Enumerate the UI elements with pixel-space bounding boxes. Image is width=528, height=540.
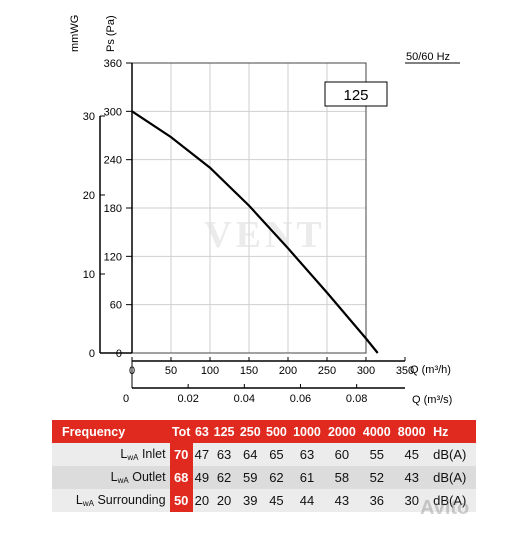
x2-tick-label: 0.02: [177, 393, 198, 405]
band-value: 55: [369, 447, 385, 462]
band-header: 500: [266, 424, 287, 439]
band-header: 63: [194, 424, 209, 439]
y-tick-label: 360: [104, 58, 122, 70]
y-axis-label-primary: Ps (Pa): [105, 15, 117, 52]
band-value: 45: [269, 493, 284, 508]
band-value: 64: [243, 447, 258, 462]
x-tick-label: 150: [240, 365, 258, 377]
table-row: LwA Surrounding 50 20 20 39 45 44 43 36 …: [52, 489, 476, 512]
x-tick-label: 200: [279, 365, 297, 377]
x-tick-label: 250: [318, 365, 336, 377]
row-label: LwA Outlet: [110, 470, 166, 485]
performance-curve: [131, 110, 379, 354]
band-value: 63: [299, 447, 315, 462]
band-value: 30: [404, 493, 419, 508]
y2-tick-label: 30: [83, 111, 95, 123]
band-value: 58: [334, 470, 350, 485]
x2-tick-label: 0: [123, 393, 129, 405]
x2-tick-label: 0.08: [346, 393, 367, 405]
tot-value: 70: [169, 443, 193, 466]
band-value: 45: [404, 447, 419, 462]
table-row: LwA Inlet 70 47 63 64 65 63 60 55 45 dB(…: [52, 443, 476, 466]
band-value: 61: [299, 470, 315, 485]
band-value: 20: [194, 493, 210, 508]
x-tick-label: 0: [129, 365, 135, 377]
band-header: 1000: [293, 424, 321, 439]
row-label: LwA Inlet: [120, 447, 166, 462]
band-value: 36: [369, 493, 385, 508]
watermark-vent: VENT: [204, 214, 326, 256]
band-header: 125: [213, 424, 235, 439]
tot-header: Tot: [169, 420, 193, 443]
band-value: 20: [216, 493, 232, 508]
y-tick-label: 120: [104, 251, 122, 263]
y-tick-label: 180: [104, 203, 122, 215]
x2-tick-label: 0.06: [290, 393, 311, 405]
y-axis-label-secondary: mmWG: [69, 15, 81, 52]
x-tick-label: 350: [396, 365, 414, 377]
band-value: 49: [194, 470, 210, 485]
model-label: 125: [343, 87, 368, 104]
band-value: 47: [194, 447, 210, 462]
noise-table-header: Frequency Tot 63 125 250 500 1000 2000 4…: [52, 420, 476, 443]
band-value: 52: [369, 470, 385, 485]
tot-value: 50: [169, 489, 193, 512]
band-value: 39: [243, 493, 258, 508]
x-tick-label: 300: [357, 365, 375, 377]
noise-table: Frequency Tot 63 125 250 500 1000 2000 4…: [52, 420, 476, 512]
unit-header: Hz: [433, 424, 449, 439]
y-tick-label: 60: [110, 300, 122, 312]
unit-value: dB(A): [433, 493, 467, 508]
model-label-box: [324, 81, 388, 107]
y-tick-label: 240: [104, 155, 122, 167]
avito-watermark: Avito: [420, 497, 470, 519]
y-tick-label: 0: [116, 348, 122, 360]
band-value: 62: [216, 470, 232, 485]
band-value: 62: [269, 470, 284, 485]
band-value: 43: [334, 493, 350, 508]
band-value: 63: [216, 447, 232, 462]
row-label: LwA Surrounding: [75, 493, 166, 508]
unit-value: dB(A): [433, 447, 467, 462]
tot-value: 68: [169, 466, 193, 489]
band-header: 4000: [362, 424, 391, 439]
y-tick-label: 300: [104, 106, 122, 118]
frequency-note: 50/60 Hz: [406, 51, 450, 63]
x-axis-label-secondary: Q (m³/s): [412, 394, 452, 406]
frequency-header: Frequency: [62, 424, 126, 439]
unit-value: dB(A): [433, 470, 467, 485]
band-header: 2000: [327, 424, 356, 439]
y2-tick-label: 20: [83, 190, 95, 202]
x2-tick-label: 0.04: [234, 393, 255, 405]
band-header: 8000: [397, 424, 426, 439]
band-value: 44: [299, 493, 315, 508]
table-row: LwA Outlet 68 49 62 59 62 61 58 52 43 dB…: [52, 466, 476, 489]
y2-tick-label: 0: [89, 348, 95, 360]
band-value: 60: [334, 447, 350, 462]
band-value: 59: [243, 470, 258, 485]
band-value: 43: [404, 470, 419, 485]
band-value: 65: [269, 447, 284, 462]
x-tick-label: 100: [201, 365, 219, 377]
y2-tick-label: 10: [83, 269, 95, 281]
x-axis-label-primary: Q (m³/h): [410, 364, 451, 376]
band-header: 250: [239, 424, 261, 439]
x-tick-label: 50: [165, 365, 177, 377]
